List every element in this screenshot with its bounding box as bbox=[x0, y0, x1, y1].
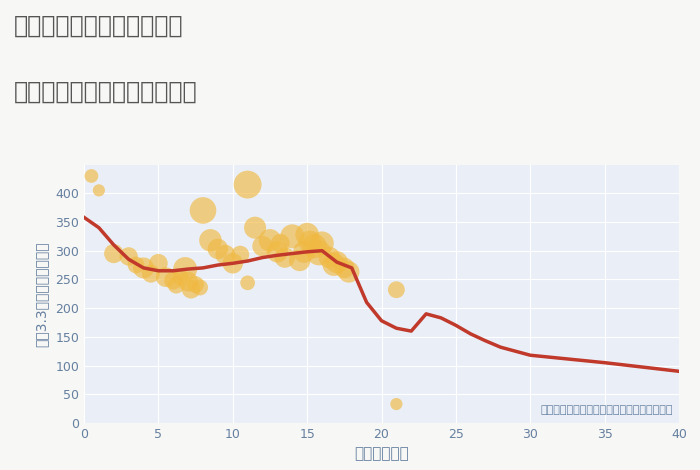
Point bbox=[108, 250, 119, 257]
Point bbox=[160, 274, 172, 281]
Point bbox=[272, 248, 283, 256]
Point bbox=[339, 264, 350, 272]
Point bbox=[287, 233, 298, 240]
Point bbox=[227, 259, 238, 267]
Point bbox=[257, 243, 268, 250]
Point bbox=[146, 270, 157, 277]
Point bbox=[234, 251, 246, 258]
Point bbox=[171, 282, 182, 289]
Point bbox=[179, 265, 190, 273]
Text: 円の大きさは、取引のあった物件面積を示す: 円の大きさは、取引のあった物件面積を示す bbox=[540, 405, 673, 415]
X-axis label: 築年数（年）: 築年数（年） bbox=[354, 446, 409, 462]
Text: 築年数別中古マンション価格: 築年数別中古マンション価格 bbox=[14, 80, 197, 104]
Point bbox=[302, 231, 313, 238]
Point bbox=[220, 251, 231, 258]
Point bbox=[212, 245, 223, 253]
Point bbox=[197, 207, 209, 214]
Point bbox=[130, 261, 141, 269]
Point bbox=[343, 268, 354, 276]
Point bbox=[294, 257, 305, 264]
Point bbox=[153, 259, 164, 267]
Point bbox=[316, 239, 328, 247]
Point bbox=[175, 274, 186, 282]
Point bbox=[242, 181, 253, 188]
Point bbox=[309, 243, 320, 250]
Point bbox=[324, 254, 335, 261]
Point bbox=[391, 286, 402, 293]
Point bbox=[314, 249, 325, 257]
Point bbox=[93, 187, 104, 194]
Y-axis label: 坪（3.3㎡）単価（万円）: 坪（3.3㎡）単価（万円） bbox=[34, 241, 48, 346]
Point bbox=[138, 264, 149, 272]
Point bbox=[249, 224, 260, 231]
Point bbox=[265, 236, 276, 244]
Point bbox=[242, 279, 253, 287]
Point bbox=[274, 239, 286, 247]
Point bbox=[279, 254, 290, 261]
Point bbox=[195, 284, 206, 291]
Point bbox=[186, 285, 197, 293]
Point bbox=[123, 253, 134, 260]
Point bbox=[328, 261, 339, 268]
Point bbox=[168, 277, 179, 284]
Point bbox=[331, 258, 342, 266]
Point bbox=[391, 400, 402, 408]
Point bbox=[183, 278, 194, 285]
Point bbox=[86, 172, 97, 180]
Point bbox=[190, 281, 201, 288]
Point bbox=[205, 236, 216, 244]
Point bbox=[298, 248, 309, 256]
Text: 神奈川県横浜市中区吉浜町: 神奈川県横浜市中区吉浜町 bbox=[14, 14, 183, 38]
Point bbox=[304, 238, 316, 246]
